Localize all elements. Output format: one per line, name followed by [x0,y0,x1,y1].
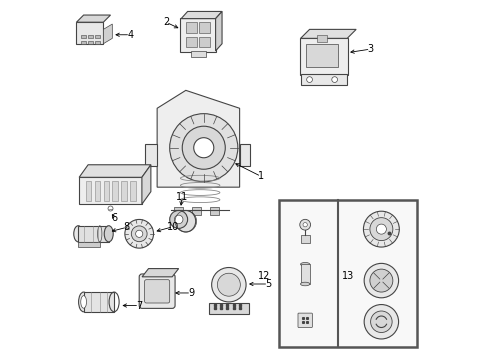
Bar [113,181,118,201]
Circle shape [370,311,392,333]
Bar [300,74,347,85]
Circle shape [212,267,246,302]
Ellipse shape [300,282,310,286]
Bar [300,235,310,243]
Bar [78,242,100,247]
Polygon shape [142,165,151,204]
Bar [300,264,310,284]
Circle shape [370,269,393,292]
Ellipse shape [300,262,310,266]
Polygon shape [79,165,151,177]
Ellipse shape [78,292,89,312]
Ellipse shape [81,296,87,308]
Circle shape [108,206,113,211]
Bar [81,35,86,39]
Circle shape [131,226,147,242]
Circle shape [307,77,313,82]
Circle shape [170,114,238,182]
Circle shape [303,222,307,227]
Circle shape [125,220,153,248]
Bar [199,37,210,47]
Bar [95,181,100,201]
Bar [186,37,196,47]
Text: 3: 3 [368,44,373,54]
Circle shape [136,230,143,237]
Circle shape [170,211,188,228]
Circle shape [174,215,183,224]
Text: 1: 1 [258,171,264,181]
FancyBboxPatch shape [145,280,170,303]
Polygon shape [300,30,356,39]
Text: 5: 5 [265,279,271,289]
Polygon shape [240,144,250,166]
Text: 7: 7 [136,301,142,311]
Circle shape [370,218,393,240]
Bar [88,41,93,44]
Text: 6: 6 [111,213,117,223]
Bar [78,226,109,242]
Text: 8: 8 [123,222,130,232]
Bar [210,207,219,215]
Bar [81,41,86,44]
Text: 2: 2 [163,17,169,27]
Bar [279,200,417,347]
Text: 4: 4 [127,30,133,40]
Text: 9: 9 [188,288,194,298]
Polygon shape [76,15,111,22]
Bar [96,35,100,39]
Polygon shape [145,144,157,166]
Bar [96,41,100,44]
Bar [306,44,338,67]
Polygon shape [216,12,222,51]
Bar [103,181,109,201]
Circle shape [182,126,225,169]
Circle shape [194,138,214,158]
Circle shape [218,273,240,296]
Ellipse shape [74,226,83,242]
Polygon shape [79,177,142,204]
Bar [317,35,327,42]
Text: 12: 12 [258,271,270,281]
Ellipse shape [104,226,113,242]
Polygon shape [157,90,240,187]
Bar [88,35,93,39]
Polygon shape [76,22,103,44]
Bar [174,207,183,215]
FancyBboxPatch shape [300,38,348,75]
Bar [209,303,248,314]
Polygon shape [103,24,112,44]
Bar [191,51,205,57]
Bar [84,292,114,312]
FancyBboxPatch shape [139,274,175,309]
Circle shape [332,77,338,82]
Polygon shape [142,269,179,277]
Bar [186,22,196,33]
Circle shape [376,224,387,234]
FancyBboxPatch shape [298,313,312,328]
Text: 11: 11 [176,192,188,202]
FancyBboxPatch shape [180,18,216,51]
Bar [192,207,201,215]
Text: 13: 13 [342,271,354,281]
Circle shape [364,211,399,247]
Ellipse shape [176,211,196,232]
Bar [86,181,91,201]
Circle shape [300,219,311,230]
Circle shape [364,305,398,339]
Circle shape [364,264,398,298]
Polygon shape [181,12,222,19]
Bar [199,22,210,33]
Text: 10: 10 [167,222,179,231]
Bar [122,181,127,201]
Bar [130,181,136,201]
